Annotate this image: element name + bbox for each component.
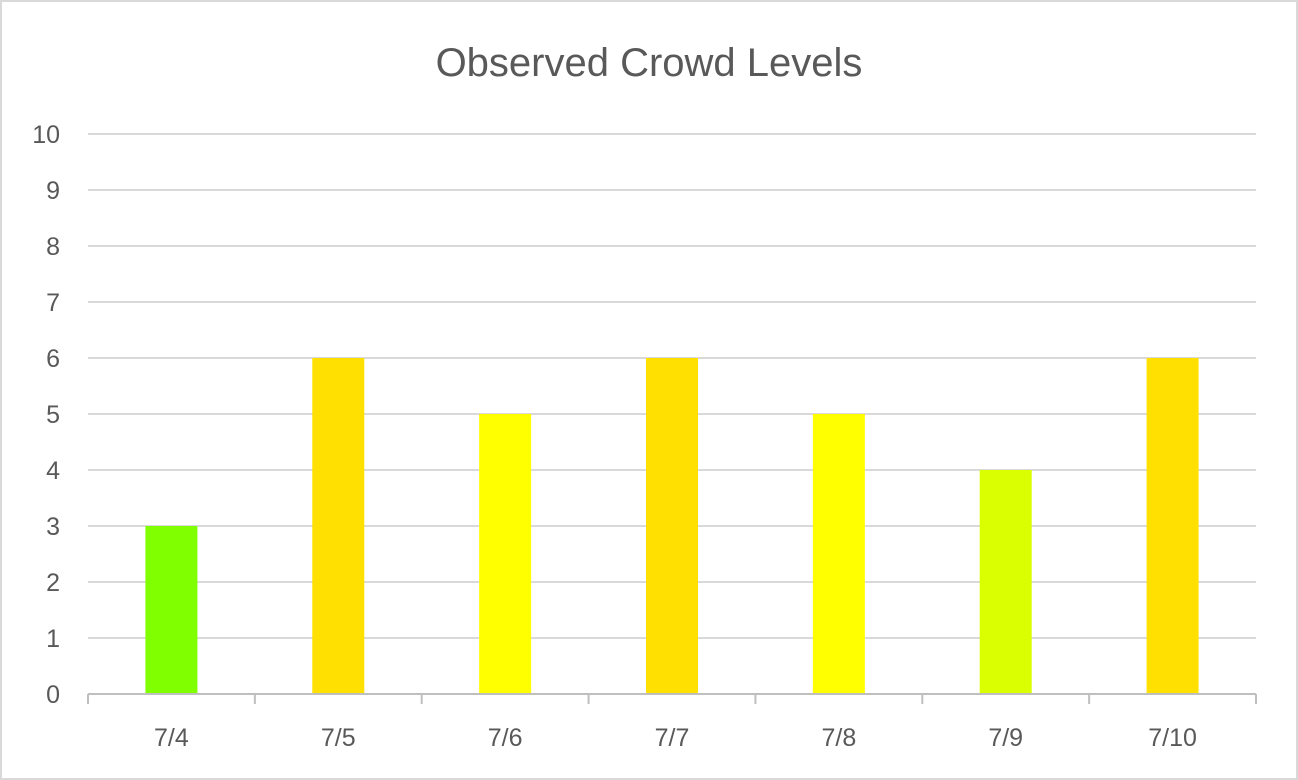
bar bbox=[646, 358, 698, 694]
y-tick-label: 10 bbox=[32, 121, 60, 149]
y-tick-label: 3 bbox=[46, 513, 60, 541]
y-tick-label: 2 bbox=[46, 569, 60, 597]
gridlines bbox=[88, 133, 1256, 639]
bar bbox=[979, 470, 1032, 694]
x-tick-label: 7/5 bbox=[321, 724, 356, 752]
y-tick-label: 7 bbox=[46, 289, 60, 317]
x-tick-label: 7/4 bbox=[154, 724, 189, 752]
x-tick-label: 7/7 bbox=[655, 724, 690, 752]
y-tick-label: 5 bbox=[46, 401, 60, 429]
y-tick-label: 1 bbox=[46, 625, 60, 653]
y-axis-ticks: 0 1 2 3 4 5 6 7 8 9 10 bbox=[32, 121, 60, 709]
y-tick-label: 4 bbox=[46, 457, 60, 485]
bar bbox=[812, 414, 865, 694]
x-axis: 7/4 7/5 7/6 7/7 7/8 7/9 7/10 bbox=[87, 693, 1257, 752]
y-tick-label: 8 bbox=[46, 233, 60, 261]
x-tick-label: 7/9 bbox=[988, 724, 1023, 752]
x-tick-label: 7/6 bbox=[488, 724, 523, 752]
chart-title: Observed Crowd Levels bbox=[436, 41, 863, 85]
bar bbox=[312, 358, 365, 694]
bar bbox=[479, 414, 532, 694]
bar bbox=[145, 526, 198, 694]
y-tick-label: 6 bbox=[46, 345, 60, 373]
bars bbox=[145, 358, 1199, 694]
x-tick-label: 7/8 bbox=[821, 724, 856, 752]
x-tick-label: 7/10 bbox=[1148, 724, 1197, 752]
y-tick-label: 9 bbox=[46, 177, 60, 205]
y-tick-label: 0 bbox=[46, 681, 60, 709]
bar bbox=[1146, 358, 1199, 694]
